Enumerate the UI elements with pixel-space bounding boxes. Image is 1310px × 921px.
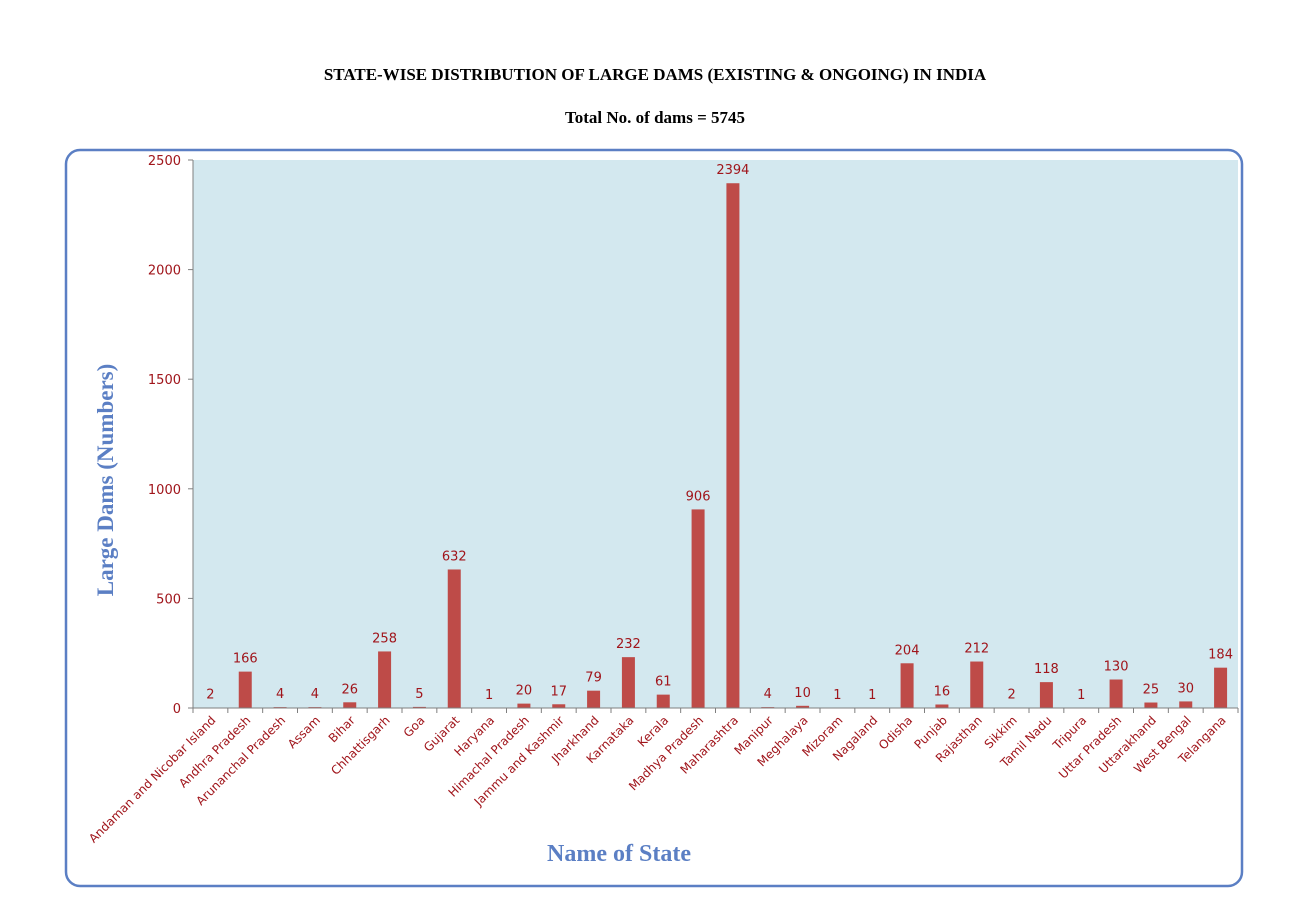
bar xyxy=(970,661,984,708)
data-label: 1 xyxy=(868,688,876,703)
bar xyxy=(796,705,810,708)
data-label: 30 xyxy=(1177,681,1194,696)
data-label: 4 xyxy=(276,687,284,702)
data-label: 258 xyxy=(372,631,397,646)
data-label: 5 xyxy=(415,687,423,702)
plot-area xyxy=(193,160,1238,708)
data-label: 184 xyxy=(1208,648,1233,663)
y-tick-label: 0 xyxy=(173,702,181,717)
data-label: 2 xyxy=(1007,688,1015,703)
data-label: 10 xyxy=(794,686,811,701)
bar xyxy=(1109,679,1123,708)
data-label: 1 xyxy=(833,688,841,703)
bar xyxy=(517,703,531,708)
chart-title: STATE-WISE DISTRIBUTION OF LARGE DAMS (E… xyxy=(323,65,987,84)
data-label: 4 xyxy=(764,687,772,702)
data-label: 20 xyxy=(516,684,533,699)
bar xyxy=(1214,667,1228,708)
bar xyxy=(587,690,601,708)
bar xyxy=(656,694,670,708)
bar xyxy=(1179,701,1193,708)
data-label: 16 xyxy=(934,684,951,699)
y-tick-label: 2500 xyxy=(148,154,181,169)
data-label: 632 xyxy=(442,549,467,564)
y-tick-label: 500 xyxy=(156,592,181,607)
data-label: 212 xyxy=(964,642,989,657)
bar xyxy=(1144,702,1158,708)
bar xyxy=(343,702,357,708)
bar xyxy=(726,183,740,708)
data-label: 906 xyxy=(686,489,711,504)
data-label: 204 xyxy=(895,643,920,658)
data-label: 17 xyxy=(550,684,567,699)
bar xyxy=(1039,682,1053,708)
data-label: 2 xyxy=(206,688,214,703)
data-label: 166 xyxy=(233,652,258,667)
data-label: 2394 xyxy=(716,163,749,178)
data-label: 26 xyxy=(341,682,358,697)
data-label: 118 xyxy=(1034,662,1059,677)
data-label: 4 xyxy=(311,687,319,702)
bar xyxy=(447,569,461,708)
x-axis-title: Name of State xyxy=(547,841,691,867)
data-label: 79 xyxy=(585,671,602,686)
y-tick-label: 1000 xyxy=(148,483,181,498)
bar xyxy=(378,651,392,708)
chart-subtitle: Total No. of dams = 5745 xyxy=(564,108,746,127)
data-label: 25 xyxy=(1143,683,1160,698)
data-label: 232 xyxy=(616,637,641,652)
bar xyxy=(691,509,705,708)
y-tick-label: 2000 xyxy=(148,264,181,279)
bar xyxy=(412,706,426,708)
bar xyxy=(935,704,949,708)
bar xyxy=(900,663,914,708)
data-label: 1 xyxy=(1077,688,1085,703)
data-label: 1 xyxy=(485,688,493,703)
bar xyxy=(238,671,252,708)
bar xyxy=(621,657,635,708)
data-label: 61 xyxy=(655,675,672,690)
y-axis-title: Large Dams (Numbers) xyxy=(93,364,118,597)
y-tick-label: 1500 xyxy=(148,373,181,388)
data-label: 130 xyxy=(1104,660,1129,675)
bar xyxy=(552,704,566,708)
